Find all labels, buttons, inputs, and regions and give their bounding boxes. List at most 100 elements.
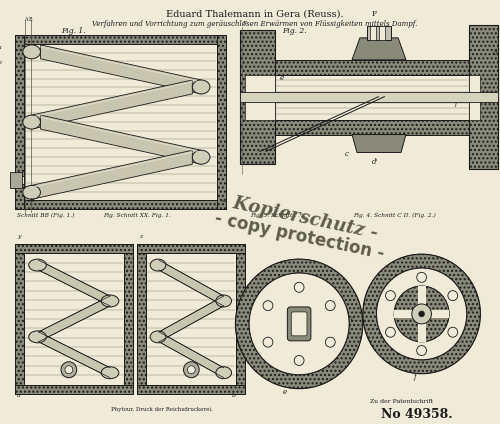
Text: b: b — [232, 393, 235, 398]
Circle shape — [416, 272, 426, 282]
Bar — [370, 26, 376, 40]
Text: z: z — [468, 305, 472, 313]
Ellipse shape — [216, 295, 232, 307]
Ellipse shape — [101, 367, 119, 379]
Polygon shape — [352, 38, 406, 60]
Text: c: c — [351, 315, 355, 323]
Circle shape — [294, 355, 304, 365]
Polygon shape — [352, 134, 406, 153]
Wedge shape — [236, 259, 363, 389]
Text: e: e — [282, 388, 286, 396]
Ellipse shape — [192, 80, 210, 94]
Bar — [380, 26, 386, 40]
Bar — [245, 75, 274, 120]
Text: B: B — [28, 17, 32, 22]
Wedge shape — [363, 254, 480, 374]
Text: B: B — [30, 198, 34, 203]
Bar — [236, 244, 245, 393]
Text: - copy protection -: - copy protection - — [212, 209, 386, 263]
Bar — [24, 253, 124, 385]
Polygon shape — [32, 150, 192, 199]
Bar — [468, 75, 480, 120]
Bar — [15, 385, 132, 393]
Text: b: b — [0, 60, 2, 65]
Text: Fig. 1.: Fig. 1. — [62, 27, 86, 35]
Circle shape — [386, 290, 396, 301]
Bar — [274, 75, 468, 120]
Polygon shape — [38, 332, 110, 378]
Text: No 49358.: No 49358. — [381, 407, 452, 421]
Text: y: y — [17, 234, 20, 239]
Circle shape — [188, 366, 196, 374]
Bar — [138, 385, 245, 393]
Bar — [146, 253, 236, 385]
Bar — [468, 25, 498, 170]
Circle shape — [412, 304, 432, 324]
Text: d': d' — [372, 159, 378, 167]
Text: Fig. 4. Schnitt C II. (Fig. 2.): Fig. 4. Schnitt C II. (Fig. 2.) — [353, 213, 436, 218]
Ellipse shape — [23, 185, 40, 199]
Bar — [138, 244, 146, 393]
Bar — [15, 35, 24, 209]
Text: f: f — [414, 373, 416, 381]
Text: Verfahren und Vorrichtung zum geräuschlosen Erwärmen von Flüssigkeiten mittels D: Verfahren und Vorrichtung zum geräuschlo… — [92, 20, 417, 28]
Polygon shape — [40, 115, 201, 164]
Circle shape — [61, 362, 76, 378]
Text: d: d — [493, 49, 498, 57]
Bar — [0, 176, 24, 184]
Ellipse shape — [28, 259, 46, 271]
Bar — [366, 26, 391, 40]
Text: d: d — [424, 341, 429, 349]
Ellipse shape — [192, 150, 210, 164]
Text: a: a — [0, 45, 1, 50]
Bar — [394, 310, 449, 318]
Ellipse shape — [101, 295, 119, 307]
Circle shape — [448, 290, 458, 301]
Text: Eduard Thalemann in Gera (Reuss).: Eduard Thalemann in Gera (Reuss). — [166, 10, 344, 19]
Circle shape — [394, 286, 449, 342]
Text: Fig. 2.: Fig. 2. — [282, 27, 306, 35]
Ellipse shape — [28, 331, 46, 343]
Bar — [15, 244, 132, 253]
Bar — [15, 200, 226, 209]
Circle shape — [448, 327, 458, 337]
Bar — [274, 60, 468, 75]
Circle shape — [376, 268, 466, 360]
Text: r: r — [242, 19, 246, 27]
Circle shape — [418, 311, 424, 317]
Bar — [418, 286, 426, 342]
Circle shape — [184, 362, 199, 378]
Bar — [217, 35, 226, 209]
Polygon shape — [159, 296, 224, 342]
Bar — [124, 244, 132, 393]
Circle shape — [249, 273, 349, 375]
Ellipse shape — [216, 367, 232, 379]
Text: A: A — [24, 17, 28, 22]
Bar — [240, 92, 498, 102]
FancyBboxPatch shape — [288, 307, 311, 341]
Polygon shape — [159, 260, 224, 306]
Ellipse shape — [23, 115, 40, 129]
Circle shape — [416, 346, 426, 355]
Text: a: a — [17, 393, 20, 398]
Polygon shape — [38, 296, 110, 342]
Polygon shape — [32, 80, 192, 129]
Bar — [274, 120, 468, 134]
Text: F: F — [372, 10, 377, 18]
Bar — [10, 173, 22, 188]
Text: f: f — [454, 99, 456, 107]
Text: Schnitt BB (Fig. 1.): Schnitt BB (Fig. 1.) — [17, 213, 74, 218]
Ellipse shape — [150, 259, 166, 271]
Ellipse shape — [23, 45, 40, 59]
Circle shape — [294, 282, 304, 292]
Bar — [240, 30, 274, 165]
Circle shape — [326, 301, 335, 310]
Text: c: c — [344, 151, 348, 159]
Circle shape — [65, 366, 73, 374]
Text: Zu der Patentschrift: Zu der Patentschrift — [370, 399, 434, 404]
Text: d: d — [302, 340, 306, 348]
Polygon shape — [159, 332, 224, 378]
Text: - Kopierschutz -: - Kopierschutz - — [218, 192, 380, 243]
Text: z: z — [140, 234, 142, 239]
Text: Fig. 3. Schnitt . . .: Fig. 3. Schnitt . . . — [250, 213, 304, 218]
